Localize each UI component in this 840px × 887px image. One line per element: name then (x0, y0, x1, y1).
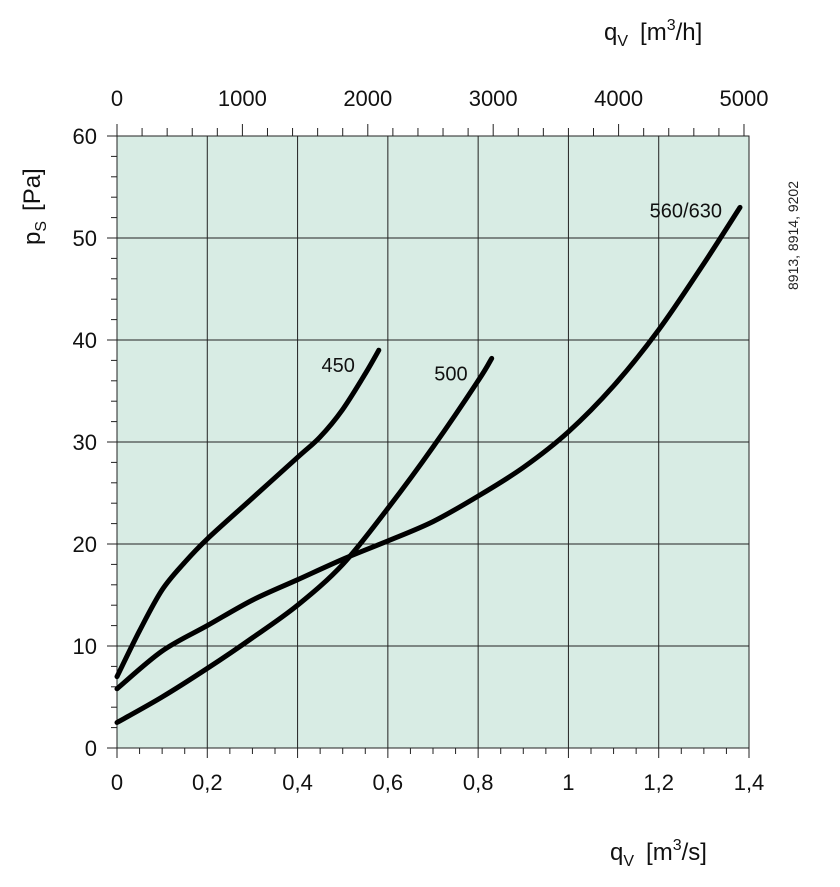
y-tick-label: 60 (73, 124, 97, 149)
x-tick-label: 0,4 (282, 770, 313, 795)
bottom-axis-subscript: V (623, 853, 634, 870)
bottom-axis-symbol: q (610, 839, 623, 866)
top-axis-unit-prefix: [m (640, 19, 667, 46)
x-tick-label: 1,2 (643, 770, 674, 795)
series-line-450 (114, 347, 382, 680)
top-axis-symbol: q (604, 19, 617, 46)
y-tick-label: 0 (85, 736, 97, 761)
bottom-axis-title: qV [m3/s] (610, 837, 707, 870)
top-axis-unit-suffix: /h] (676, 19, 703, 46)
x-tick-label: 1 (562, 770, 574, 795)
x-tick-label: 0,2 (192, 770, 223, 795)
y-tick-label: 10 (73, 634, 97, 659)
series-label-450: 450 (321, 355, 354, 377)
series-line-560-630 (114, 204, 743, 692)
series-labels: 450 500 560/630 (321, 200, 722, 385)
bottom-axis-unit-suffix: /s] (682, 839, 707, 866)
top-axis-unit-sup: 3 (667, 17, 676, 34)
x-tick-label: 1,4 (734, 770, 765, 795)
y-axis-symbol: p (19, 232, 46, 245)
series-label-560-630: 560/630 (650, 200, 722, 222)
y-tick-label: 50 (73, 226, 97, 251)
top-tick-label: 3000 (469, 86, 518, 111)
top-axis-subscript: V (617, 33, 628, 50)
top-tick-label: 2000 (343, 86, 392, 111)
bottom-axis-unit-sup: 3 (673, 837, 682, 854)
top-tick-label: 5000 (720, 86, 769, 111)
tick-labels: 0 0,2 0,4 0,6 0,8 1 1,2 1,40 1000 2000 3000 4000 500… (73, 86, 769, 795)
y-axis-subscript: S (33, 221, 50, 232)
y-axis-unit: [Pa] (19, 168, 46, 211)
side-note: 8913, 8914, 9202 (785, 181, 801, 290)
bottom-axis-unit-prefix: [m (646, 839, 673, 866)
top-tick-label: 0 (111, 86, 123, 111)
top-axis-title: qV [m3/h] (604, 17, 702, 50)
y-axis-title: pS [Pa] (19, 168, 50, 245)
series-label-500: 500 (434, 363, 467, 385)
data-series (114, 204, 743, 725)
series-line-500 (114, 355, 495, 725)
y-tick-label: 40 (73, 328, 97, 353)
x-tick-label: 0 (111, 770, 123, 795)
top-tick-label: 4000 (594, 86, 643, 111)
tick-marks (107, 124, 750, 758)
y-tick-label: 30 (73, 430, 97, 455)
x-tick-label: 0,8 (463, 770, 494, 795)
top-tick-label: 1000 (218, 86, 267, 111)
y-tick-label: 20 (73, 532, 97, 557)
x-tick-label: 0,6 (373, 770, 404, 795)
